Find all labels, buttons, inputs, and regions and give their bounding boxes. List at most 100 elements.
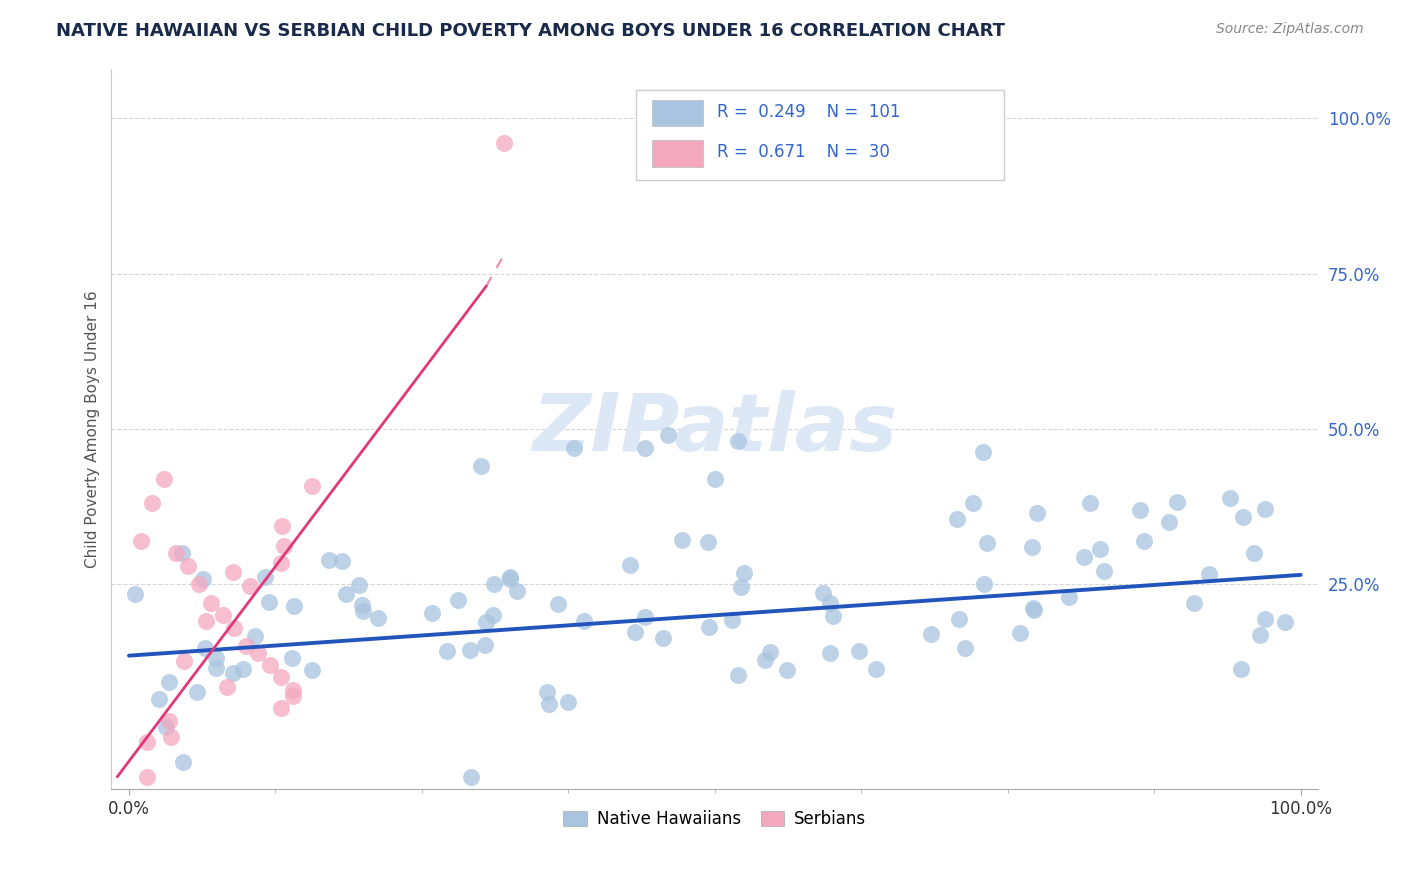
- Point: [946, 512, 969, 526]
- Point: [270, 670, 292, 684]
- Point: [447, 592, 470, 607]
- Point: [823, 608, 845, 623]
- Point: [221, 665, 243, 680]
- Point: [634, 609, 657, 624]
- Point: [257, 595, 280, 609]
- FancyBboxPatch shape: [652, 140, 703, 167]
- Point: [153, 472, 176, 486]
- Point: [1010, 626, 1032, 640]
- Point: [159, 730, 181, 744]
- Point: [330, 554, 353, 568]
- Point: [1249, 627, 1271, 641]
- Point: [1021, 540, 1043, 554]
- Point: [335, 587, 357, 601]
- Point: [696, 534, 718, 549]
- Point: [205, 661, 228, 675]
- Point: [224, 621, 246, 635]
- Point: [188, 577, 211, 591]
- Point: [482, 607, 505, 622]
- Point: [135, 735, 157, 749]
- Point: [1073, 550, 1095, 565]
- Point: [155, 720, 177, 734]
- Point: [165, 546, 187, 560]
- Point: [281, 682, 304, 697]
- Point: [170, 546, 193, 560]
- Point: [1157, 515, 1180, 529]
- Point: [301, 479, 323, 493]
- Point: [232, 662, 254, 676]
- Point: [499, 572, 522, 586]
- Point: [720, 613, 742, 627]
- Point: [920, 627, 942, 641]
- Point: [1078, 496, 1101, 510]
- Point: [273, 539, 295, 553]
- Point: [976, 536, 998, 550]
- Point: [537, 697, 560, 711]
- Point: [172, 755, 194, 769]
- Point: [129, 533, 152, 548]
- Point: [135, 770, 157, 784]
- Point: [458, 642, 481, 657]
- Point: [157, 714, 180, 728]
- Point: [547, 597, 569, 611]
- Point: [1243, 546, 1265, 560]
- Point: [1232, 510, 1254, 524]
- Point: [820, 596, 842, 610]
- Point: [259, 657, 281, 672]
- Point: [350, 599, 373, 613]
- Point: [953, 641, 976, 656]
- Point: [1129, 503, 1152, 517]
- Point: [281, 650, 304, 665]
- Point: [962, 496, 984, 510]
- Point: [239, 578, 262, 592]
- Point: [1184, 596, 1206, 610]
- Point: [754, 653, 776, 667]
- Point: [1254, 612, 1277, 626]
- Point: [460, 771, 482, 785]
- Text: NATIVE HAWAIIAN VS SERBIAN CHILD POVERTY AMONG BOYS UNDER 16 CORRELATION CHART: NATIVE HAWAIIAN VS SERBIAN CHILD POVERTY…: [56, 22, 1005, 40]
- Point: [347, 578, 370, 592]
- Point: [619, 558, 641, 573]
- Point: [194, 641, 217, 656]
- Point: [148, 692, 170, 706]
- Point: [1133, 533, 1156, 548]
- FancyBboxPatch shape: [652, 100, 703, 126]
- Point: [972, 444, 994, 458]
- Point: [141, 496, 163, 510]
- Point: [235, 640, 257, 654]
- Legend: Native Hawaiians, Serbians: Native Hawaiians, Serbians: [557, 804, 873, 835]
- Point: [281, 689, 304, 703]
- Point: [1088, 542, 1111, 557]
- Point: [436, 644, 458, 658]
- Point: [193, 572, 215, 586]
- Point: [633, 441, 655, 455]
- Point: [499, 570, 522, 584]
- Point: [657, 428, 679, 442]
- Text: ZIPatlas: ZIPatlas: [533, 390, 897, 468]
- Point: [973, 577, 995, 591]
- Point: [818, 647, 841, 661]
- Point: [204, 651, 226, 665]
- Point: [703, 472, 725, 486]
- Point: [671, 533, 693, 548]
- Point: [246, 646, 269, 660]
- Point: [948, 612, 970, 626]
- Point: [271, 519, 294, 533]
- Point: [1026, 506, 1049, 520]
- Point: [562, 441, 585, 455]
- Point: [283, 599, 305, 614]
- Point: [157, 674, 180, 689]
- Point: [470, 459, 492, 474]
- Point: [727, 668, 749, 682]
- Point: [367, 611, 389, 625]
- Point: [811, 585, 834, 599]
- Point: [775, 664, 797, 678]
- Point: [848, 643, 870, 657]
- Point: [474, 638, 496, 652]
- Point: [1057, 590, 1080, 604]
- Point: [1021, 601, 1043, 615]
- Point: [475, 615, 498, 630]
- Point: [697, 620, 720, 634]
- Point: [1022, 603, 1045, 617]
- Point: [492, 136, 515, 150]
